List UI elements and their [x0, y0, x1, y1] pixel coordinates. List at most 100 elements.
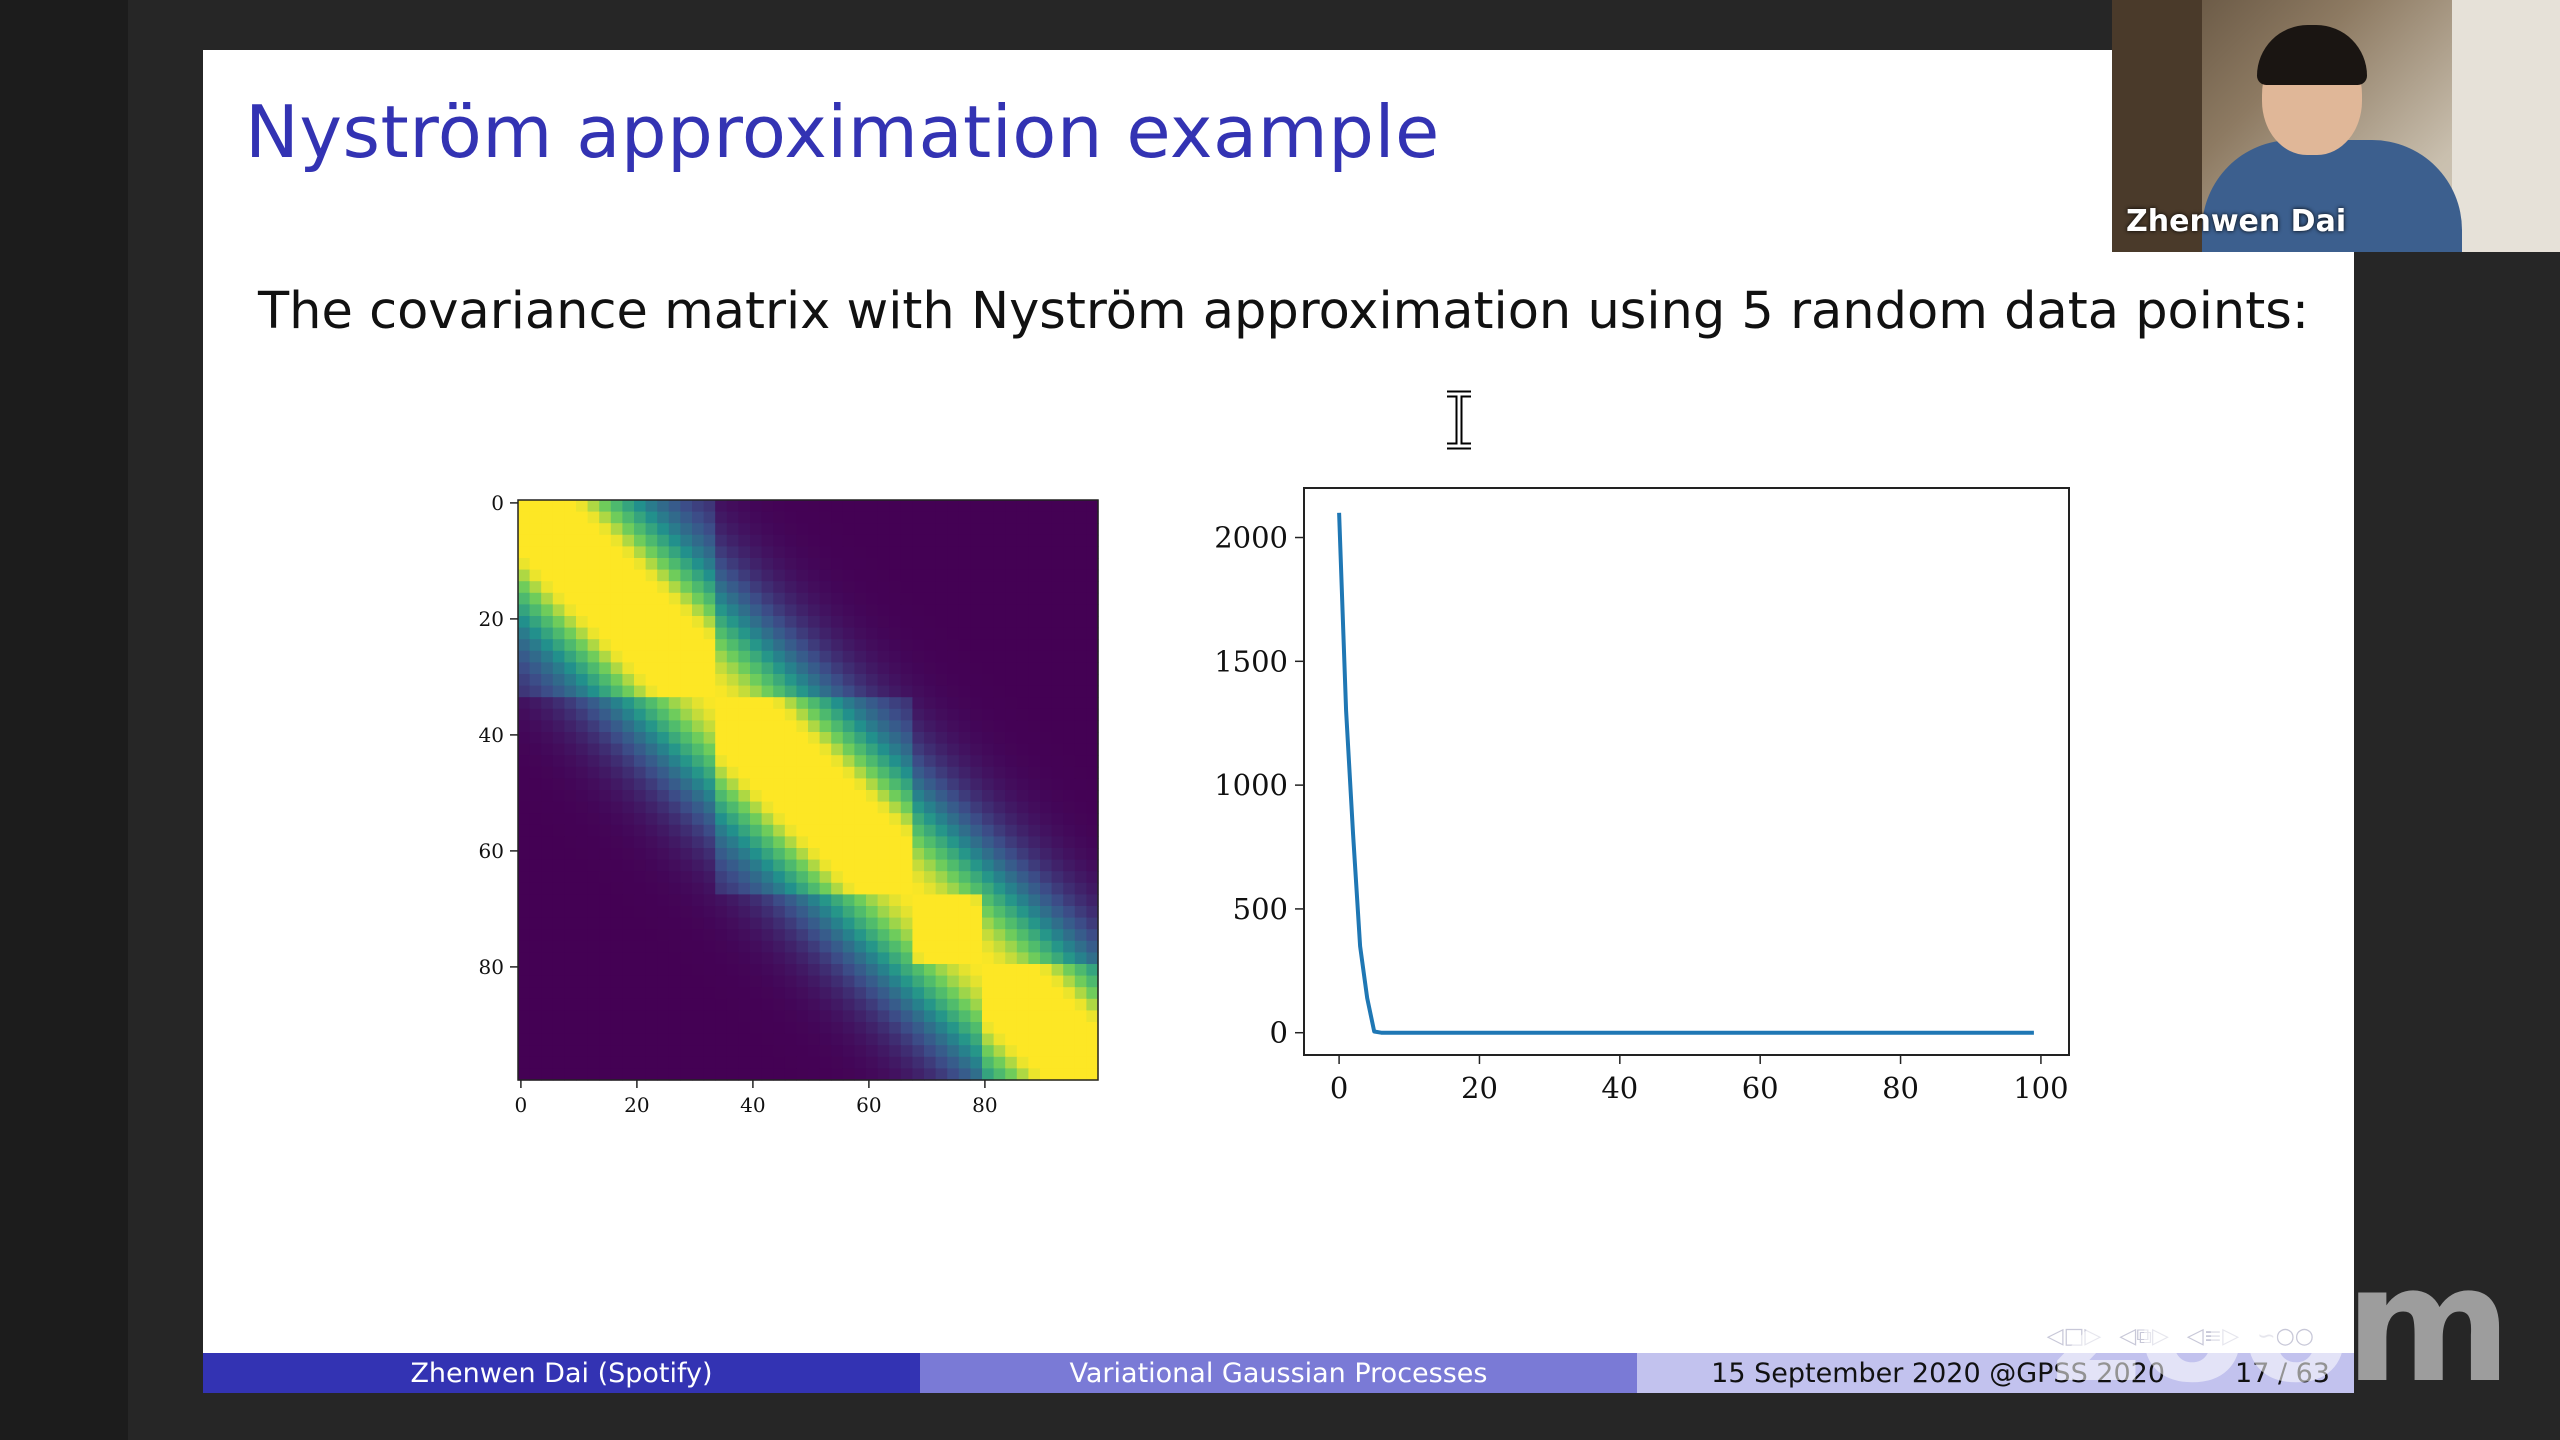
heatmap-cell [692, 534, 705, 547]
heatmap-cell [657, 778, 670, 791]
heatmap-cell [576, 871, 589, 884]
heatmap-cell [877, 1045, 890, 1058]
heatmap-cell [924, 569, 937, 582]
heatmap-cell [889, 650, 902, 663]
heatmap-cell [668, 929, 681, 942]
heatmap-cell [692, 558, 705, 571]
heatmap-cell [1051, 616, 1064, 629]
heatmap-cell [599, 859, 612, 872]
heatmap-cell [1063, 836, 1076, 849]
heatmap-cell [947, 848, 960, 861]
heatmap-cell [819, 592, 832, 605]
heatmap-cell [958, 964, 971, 977]
heatmap-cell [552, 848, 565, 861]
heatmap-cell [912, 824, 925, 837]
heatmap-cell [854, 755, 867, 768]
nav-section-icon[interactable]: ◁≡▷ [2186, 1324, 2240, 1349]
heatmap-cell [726, 755, 739, 768]
heatmap-cell [610, 882, 623, 895]
heatmap-cell [1016, 604, 1029, 617]
heatmap-cell [529, 592, 542, 605]
heatmap-cell [982, 639, 995, 652]
heatmap-cell [715, 882, 728, 895]
heatmap-cell [738, 975, 751, 988]
heatmap-cell [738, 511, 751, 524]
heatmap-cell [576, 616, 589, 629]
beamer-navigation[interactable]: ◁□▷ ◁⧉▷ ◁≡▷ ∽○○ [2047, 1324, 2314, 1349]
heatmap-cell [668, 500, 681, 513]
heatmap-cell [866, 964, 879, 977]
heatmap-cell [842, 639, 855, 652]
heatmap-cell [982, 906, 995, 919]
heatmap-cell [970, 755, 983, 768]
heatmap-cell [703, 859, 716, 872]
heatmap-cell [912, 1068, 925, 1081]
heatmap-cell [680, 1068, 693, 1081]
heatmap-cell [726, 720, 739, 733]
heatmap-cell [518, 871, 531, 884]
heatmap-cell [738, 952, 751, 965]
heatmap-cell [796, 987, 809, 1000]
heatmap-cell [842, 813, 855, 826]
heatmap-cell [1051, 755, 1064, 768]
heatmap-cell [761, 569, 774, 582]
participant-video-tile[interactable]: Zhenwen Dai [2112, 0, 2560, 252]
heatmap-cell [947, 592, 960, 605]
heatmap-cell [703, 743, 716, 756]
heatmap-cell [924, 894, 937, 907]
heatmap-cell [529, 720, 542, 733]
heatmap-cell [750, 871, 763, 884]
heatmap-cell [889, 604, 902, 617]
heatmap-cell [634, 627, 647, 640]
heatmap-cell [622, 790, 635, 803]
heatmap-cell [866, 848, 879, 861]
heatmap-cell [750, 1056, 763, 1069]
heatmap-cell [541, 882, 554, 895]
heatmap-cell [599, 1022, 612, 1035]
heatmap-cell [518, 940, 531, 953]
heatmap-cell [564, 523, 577, 536]
heatmap-cell [1028, 708, 1041, 721]
heatmap-cell [1016, 766, 1029, 779]
heatmap-cell [958, 685, 971, 698]
heatmap-cell [552, 987, 565, 1000]
heatmap-cell [877, 500, 890, 513]
heatmap-cell [1040, 523, 1053, 536]
heatmap-cell [576, 848, 589, 861]
heatmap-cell [819, 569, 832, 582]
heatmap-cell [657, 581, 670, 594]
heatmap-cell [773, 627, 786, 640]
heatmap-cell [692, 685, 705, 698]
heatmap-cell [1040, 859, 1053, 872]
nav-search-icon[interactable]: ∽○○ [2257, 1324, 2314, 1349]
nav-frame-icon[interactable]: ◁□▷ [2046, 1324, 2102, 1349]
heatmap-cell [982, 720, 995, 733]
heatmap-cell [761, 1045, 774, 1058]
heatmap-cell [947, 998, 960, 1011]
heatmap-cell [1040, 755, 1053, 768]
heatmap-cell [657, 546, 670, 559]
heatmap-cell [657, 975, 670, 988]
heatmap-cell [854, 685, 867, 698]
heatmap-cell [587, 639, 600, 652]
heatmap-cell [738, 964, 751, 977]
heatmap-cell [877, 848, 890, 861]
heatmap-cell [842, 952, 855, 965]
heatmap-cell [692, 1010, 705, 1023]
heatmap-cell [703, 801, 716, 814]
heatmap-cell [541, 755, 554, 768]
heatmap-cell [854, 662, 867, 675]
heatmap-cell [1028, 882, 1041, 895]
heatmap-cell [970, 639, 983, 652]
nav-subsection-icon[interactable]: ◁⧉▷ [2119, 1324, 2169, 1349]
heatmap-cell [1016, 836, 1029, 849]
heatmap-cell [808, 627, 821, 640]
heatmap-cell [622, 824, 635, 837]
heatmap-cell [784, 755, 797, 768]
heatmap-cell [645, 581, 658, 594]
heatmap-cell [518, 790, 531, 803]
heatmap-cell [784, 778, 797, 791]
heatmap-cell [529, 894, 542, 907]
heatmap-cell [610, 662, 623, 675]
heatmap-cell [610, 616, 623, 629]
